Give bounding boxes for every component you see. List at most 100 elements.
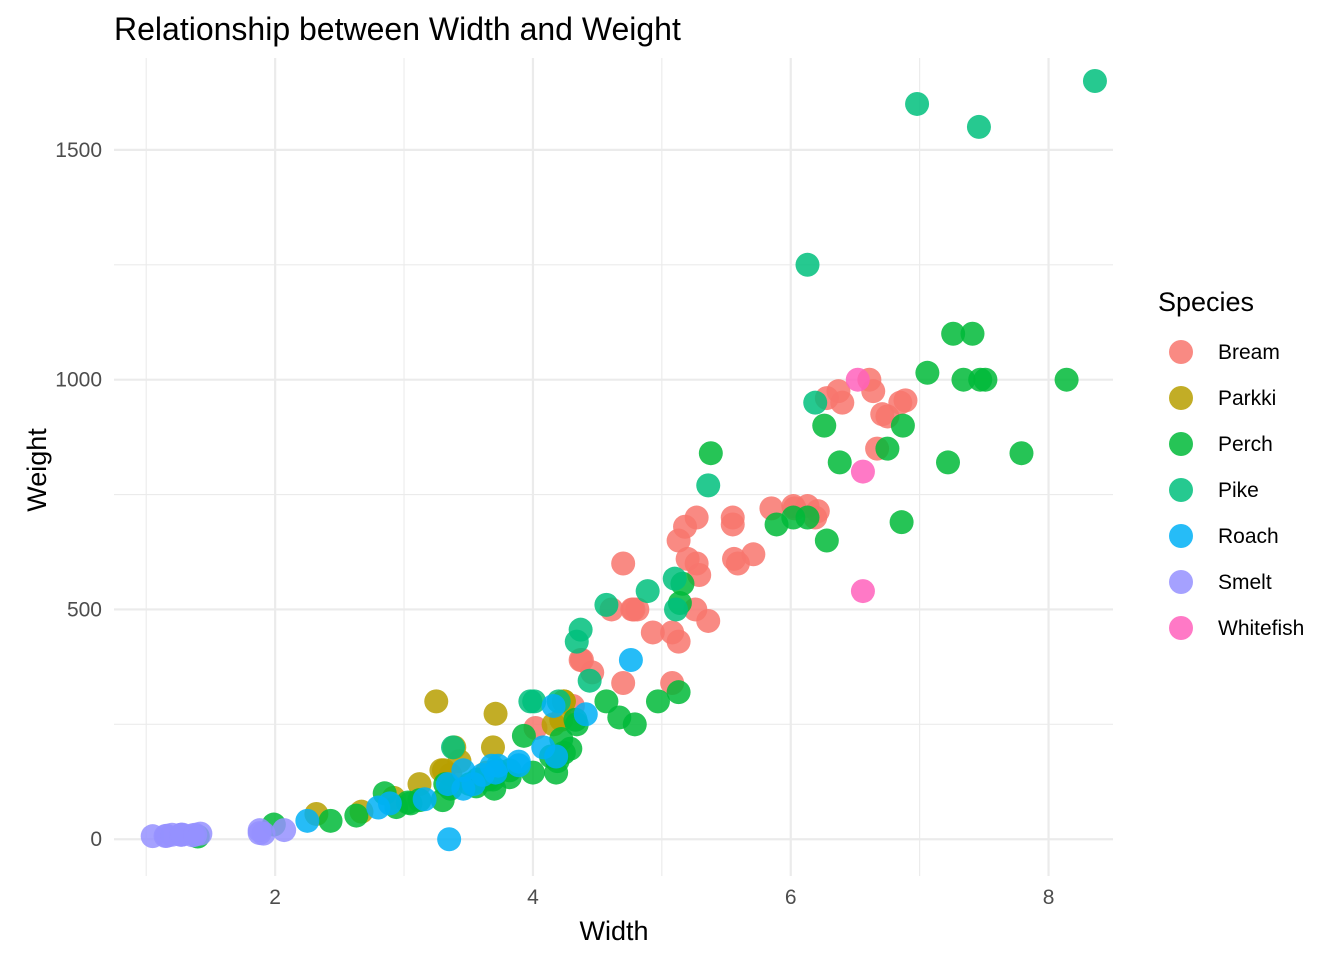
data-point-pike — [594, 592, 619, 617]
data-point-smelt — [272, 818, 297, 843]
data-point-roach — [486, 753, 511, 778]
data-point-perch — [889, 510, 914, 535]
data-point-bream — [621, 597, 646, 622]
data-point-whitefish — [850, 459, 875, 484]
legend-swatch — [1169, 570, 1193, 594]
data-point-roach — [437, 827, 462, 852]
data-point-bream — [720, 512, 745, 537]
data-point-perch — [814, 528, 839, 553]
data-point-roach — [295, 808, 320, 833]
data-point-bream — [640, 620, 665, 645]
data-point-pike — [522, 689, 547, 714]
data-point-perch — [344, 803, 369, 828]
y-axis-title: Weight — [22, 428, 52, 512]
data-point-bream — [870, 402, 895, 427]
series-perch — [185, 321, 1079, 849]
y-tick-label: 1000 — [55, 369, 102, 392]
y-tick-label: 0 — [90, 828, 102, 851]
data-point-roach — [573, 702, 598, 727]
legend-swatch — [1169, 340, 1193, 364]
data-point-roach — [506, 753, 531, 778]
data-point-perch — [318, 808, 343, 833]
x-tick-label: 2 — [269, 886, 281, 909]
data-point-roach — [451, 758, 476, 783]
legend-swatch — [1169, 616, 1193, 640]
data-point-pike — [696, 473, 721, 498]
data-point-parkki — [480, 735, 505, 760]
legend-swatch — [1169, 524, 1193, 548]
legend-swatch — [1169, 432, 1193, 456]
data-point-whitefish — [850, 579, 875, 604]
series-pike — [441, 68, 1107, 760]
data-point-roach — [412, 787, 437, 812]
data-point-smelt — [188, 821, 213, 846]
data-point-perch — [645, 689, 670, 714]
data-point-pike — [635, 579, 660, 604]
series-smelt — [140, 818, 297, 849]
series-whitefish — [845, 367, 875, 604]
data-point-perch — [1054, 367, 1079, 392]
data-point-smelt — [251, 821, 276, 846]
legend-label: Smelt — [1218, 571, 1272, 594]
data-point-roach — [618, 648, 643, 673]
data-point-perch — [1009, 441, 1034, 466]
data-point-pike — [1082, 68, 1107, 93]
data-point-bream — [611, 551, 636, 576]
data-point-perch — [951, 367, 976, 392]
data-point-perch — [875, 436, 900, 461]
legend-swatch — [1169, 386, 1193, 410]
legend-item-roach: Roach — [1169, 524, 1279, 548]
data-point-perch — [936, 450, 960, 475]
legend-label: Bream — [1218, 341, 1280, 364]
data-point-perch — [511, 723, 536, 748]
data-point-smelt — [160, 822, 185, 847]
x-axis-ticks: 2 4 6 8 — [269, 886, 1054, 909]
data-point-roach — [544, 744, 569, 769]
data-point-pike — [803, 390, 828, 415]
data-point-pike — [662, 566, 687, 591]
legend-label: Pike — [1218, 479, 1259, 502]
data-point-perch — [622, 712, 647, 737]
data-point-pike — [664, 597, 689, 622]
x-tick-label: 6 — [785, 886, 797, 909]
legend-item-pike: Pike — [1169, 478, 1259, 502]
legend-item-parkki: Parkki — [1169, 386, 1276, 410]
data-point-perch — [594, 689, 619, 714]
legend: Species Bream Parkki Perch Pike Roach Smelt Wh… — [1158, 287, 1304, 640]
legend-label: Perch — [1218, 433, 1273, 456]
data-point-perch — [941, 321, 966, 346]
x-axis-title: Width — [579, 916, 648, 946]
series-roach — [295, 648, 643, 852]
legend-item-whitefish: Whitefish — [1169, 616, 1304, 640]
data-point-perch — [915, 360, 940, 385]
chart-title: Relationship between Width and Weight — [114, 11, 681, 47]
data-point-whitefish — [845, 367, 870, 392]
y-axis-ticks: 0 500 1000 1500 — [55, 139, 102, 851]
data-point-perch — [973, 367, 998, 392]
points-layer — [140, 68, 1107, 852]
series-bream — [523, 367, 918, 741]
data-point-parkki — [424, 689, 449, 714]
grid-layer — [114, 58, 1113, 876]
y-tick-label: 500 — [67, 598, 102, 621]
data-point-bream — [660, 620, 685, 645]
data-point-pike — [568, 617, 593, 642]
data-point-pike — [577, 668, 602, 693]
legend-item-perch: Perch — [1169, 432, 1273, 456]
data-point-perch — [812, 413, 837, 438]
data-point-bream — [569, 648, 594, 673]
data-point-bream — [888, 390, 913, 415]
x-tick-label: 4 — [527, 886, 539, 909]
data-point-bream — [611, 670, 636, 695]
legend-item-bream: Bream — [1169, 340, 1280, 364]
legend-title: Species — [1158, 287, 1254, 317]
data-point-roach — [541, 693, 566, 718]
data-point-parkki — [483, 701, 508, 726]
data-point-perch — [795, 505, 820, 530]
data-point-pike — [905, 91, 930, 116]
data-point-pike — [441, 735, 466, 760]
data-point-perch — [666, 680, 691, 705]
data-point-perch — [698, 441, 723, 466]
data-point-bream — [725, 551, 750, 576]
data-point-perch — [960, 321, 985, 346]
